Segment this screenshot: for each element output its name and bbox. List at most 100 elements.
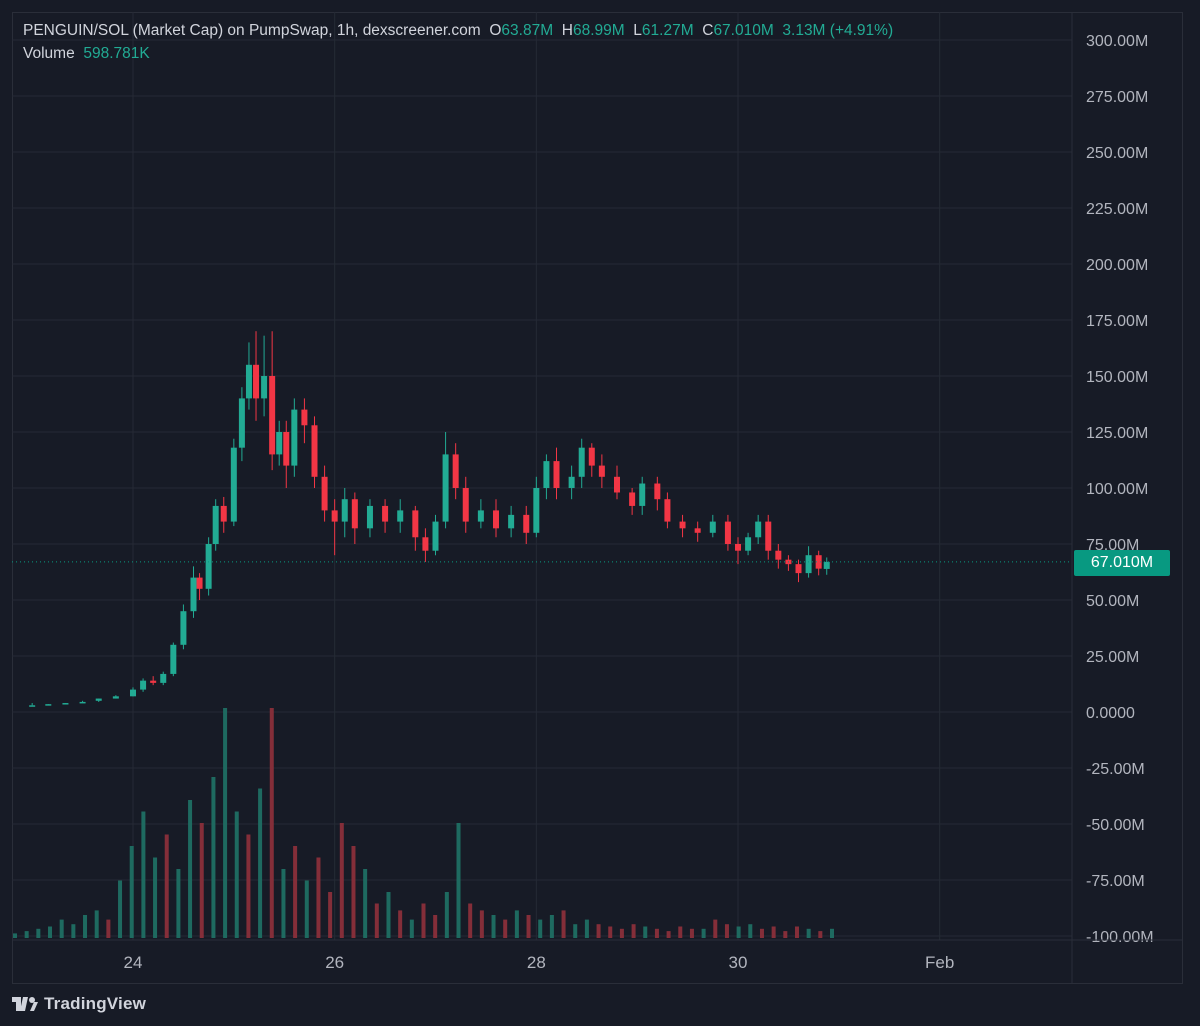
volume-bar [573, 924, 578, 938]
volume-bar [701, 928, 706, 938]
candle-body [79, 701, 86, 704]
candle-body [679, 521, 686, 529]
candle-body [805, 555, 812, 574]
volume-bar [234, 811, 239, 938]
y-tick-label: 250.00M [1086, 145, 1148, 162]
candle-body [283, 432, 290, 466]
candle-body [160, 673, 167, 683]
volume-bar [666, 931, 671, 938]
volume-bar [736, 926, 741, 938]
volume-bar [188, 800, 193, 938]
volume-legend: Volume 598.781K [23, 45, 150, 63]
candle-body [321, 476, 328, 511]
volume-bar [713, 919, 718, 938]
volume-bar [141, 811, 146, 938]
volume-bar [164, 834, 169, 938]
candle-body [150, 680, 157, 683]
candle-body [382, 505, 389, 522]
volume-bar [759, 928, 764, 938]
candle-body [629, 492, 636, 506]
volume-bar [643, 926, 648, 938]
volume-bar [176, 869, 181, 938]
candle-body [694, 528, 701, 533]
volume-label: Volume [23, 45, 75, 62]
volume-bar [503, 919, 508, 938]
last-price-tag: 67.010M [1074, 550, 1170, 576]
candle-body [815, 555, 822, 569]
candle-body [493, 510, 499, 529]
volume-bar [246, 834, 251, 938]
y-tick-label: -25.00M [1086, 761, 1145, 778]
y-tick-label: -75.00M [1086, 873, 1145, 890]
candle-body [745, 537, 752, 551]
y-tick-label: 150.00M [1086, 369, 1148, 386]
candle-body [261, 376, 268, 399]
volume-bar [339, 823, 344, 938]
volume-bar [818, 931, 823, 938]
volume-bar [223, 708, 228, 938]
candle-body [366, 505, 373, 529]
y-tick-label: 275.00M [1086, 89, 1148, 106]
volume-bar [491, 915, 496, 938]
candle-body [614, 476, 620, 493]
volume-bar [328, 892, 333, 938]
candle-body [755, 521, 762, 538]
close-label: C [702, 22, 714, 39]
candle-body [588, 447, 595, 466]
volume-bar [456, 823, 461, 938]
candle-body [45, 704, 52, 706]
candle-body [276, 432, 283, 455]
tradingview-logo[interactable]: TradingView [12, 993, 146, 1015]
candle-body [170, 644, 177, 674]
volume-bar [281, 869, 286, 938]
volume-bar [129, 846, 134, 938]
volume-bar [398, 910, 403, 938]
candle-body [269, 376, 276, 455]
candle-body [112, 696, 119, 699]
symbol-legend: PENGUIN/SOL (Market Cap) on PumpSwap, 1h… [23, 22, 893, 40]
volume-bar [94, 910, 99, 938]
candle-body [220, 505, 227, 522]
volume-bar [48, 926, 53, 938]
candle-body [140, 680, 147, 690]
candle-body [341, 499, 348, 522]
candle-body [190, 577, 197, 612]
candle-body [301, 409, 308, 426]
volume-bar [211, 777, 216, 938]
candle-body [523, 514, 530, 533]
low-value: 61.27M [641, 22, 694, 39]
change-value: 3.13M (+4.91%) [782, 22, 894, 39]
volume-bar [258, 788, 263, 938]
volume-bar [538, 919, 543, 938]
volume-bar [830, 928, 834, 938]
volume-bar [549, 915, 554, 938]
volume-value: 598.781K [83, 45, 150, 62]
tradingview-icon [12, 997, 38, 1011]
volume-bar [771, 926, 776, 938]
volume-bar [584, 919, 589, 938]
candle-body [639, 483, 646, 506]
plot-area[interactable] [12, 12, 1183, 984]
volume-bar [654, 928, 659, 938]
volume-bar [386, 892, 391, 938]
volume-bar [153, 857, 158, 938]
candle-body [238, 398, 245, 448]
candle-body [62, 703, 69, 705]
candle-body [795, 564, 802, 574]
volume-bar [526, 915, 531, 938]
candle-body [95, 698, 102, 701]
volume-bar [409, 919, 414, 938]
volume-bar [631, 924, 636, 938]
symbol-title: PENGUIN/SOL (Market Cap) on PumpSwap, 1h… [23, 22, 481, 39]
open-value: 63.87M [501, 22, 554, 39]
y-tick-label: -100.00M [1086, 929, 1154, 946]
candle-body [331, 510, 338, 522]
volume-bar [748, 924, 753, 938]
volume-bar [304, 880, 309, 938]
volume-bar [83, 915, 88, 938]
x-tick-label: 26 [325, 953, 344, 972]
candle-body [212, 505, 219, 544]
candle-body [578, 447, 585, 477]
volume-bar [596, 924, 601, 938]
